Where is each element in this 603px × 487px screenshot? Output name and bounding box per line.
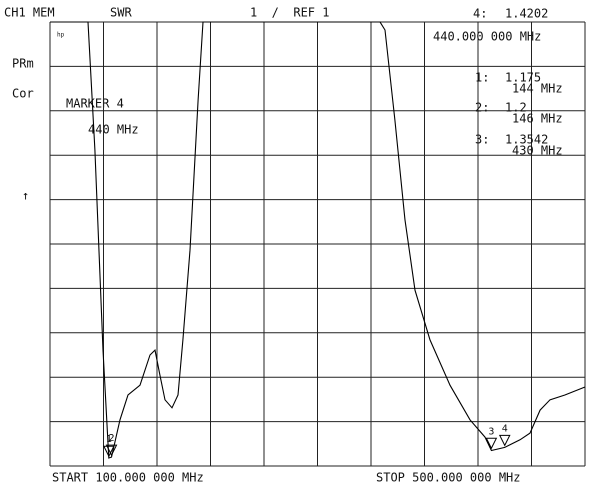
start-label: START 100.000 000 MHz <box>52 471 204 485</box>
marker-title: MARKER 4 <box>66 97 124 111</box>
marker <box>105 444 118 457</box>
ref-arrow: ↑ <box>22 189 29 203</box>
status: Cor <box>12 87 34 101</box>
marker-label: 3 <box>488 426 494 437</box>
active-marker-value: 1.4202 <box>505 7 548 21</box>
channel: CH1 MEM <box>4 6 55 20</box>
marker-id: 3: <box>475 133 489 147</box>
marker-value: 1.175 <box>505 71 541 85</box>
scale: 1 / REF 1 <box>250 6 329 20</box>
marker-label: 1 <box>106 434 112 445</box>
format: SWR <box>110 6 132 20</box>
active-marker-id: 4: <box>473 7 487 21</box>
logo: hp <box>57 32 65 39</box>
marker-value: 1.2 <box>505 101 527 115</box>
status: PRm <box>12 57 34 71</box>
marker <box>103 445 115 458</box>
trace <box>50 21 586 459</box>
stop-label: STOP 500.000 000 MHz <box>376 471 521 485</box>
marker-label: 2 <box>109 433 115 444</box>
marker-value: 1.3542 <box>505 133 548 147</box>
marker-freq: 146 MHz <box>512 112 563 126</box>
marker-label: 4 <box>502 423 508 434</box>
marker-freq: 440 MHz <box>88 123 139 137</box>
marker <box>498 434 511 447</box>
marker-id: 2: <box>475 101 489 115</box>
active-marker-freq: 440.000 000 MHz <box>433 30 541 44</box>
marker-freq: 430 MHz <box>512 144 563 158</box>
marker <box>485 437 498 450</box>
marker-freq: 144 MHz <box>512 82 563 96</box>
marker-id: 1: <box>475 71 489 85</box>
